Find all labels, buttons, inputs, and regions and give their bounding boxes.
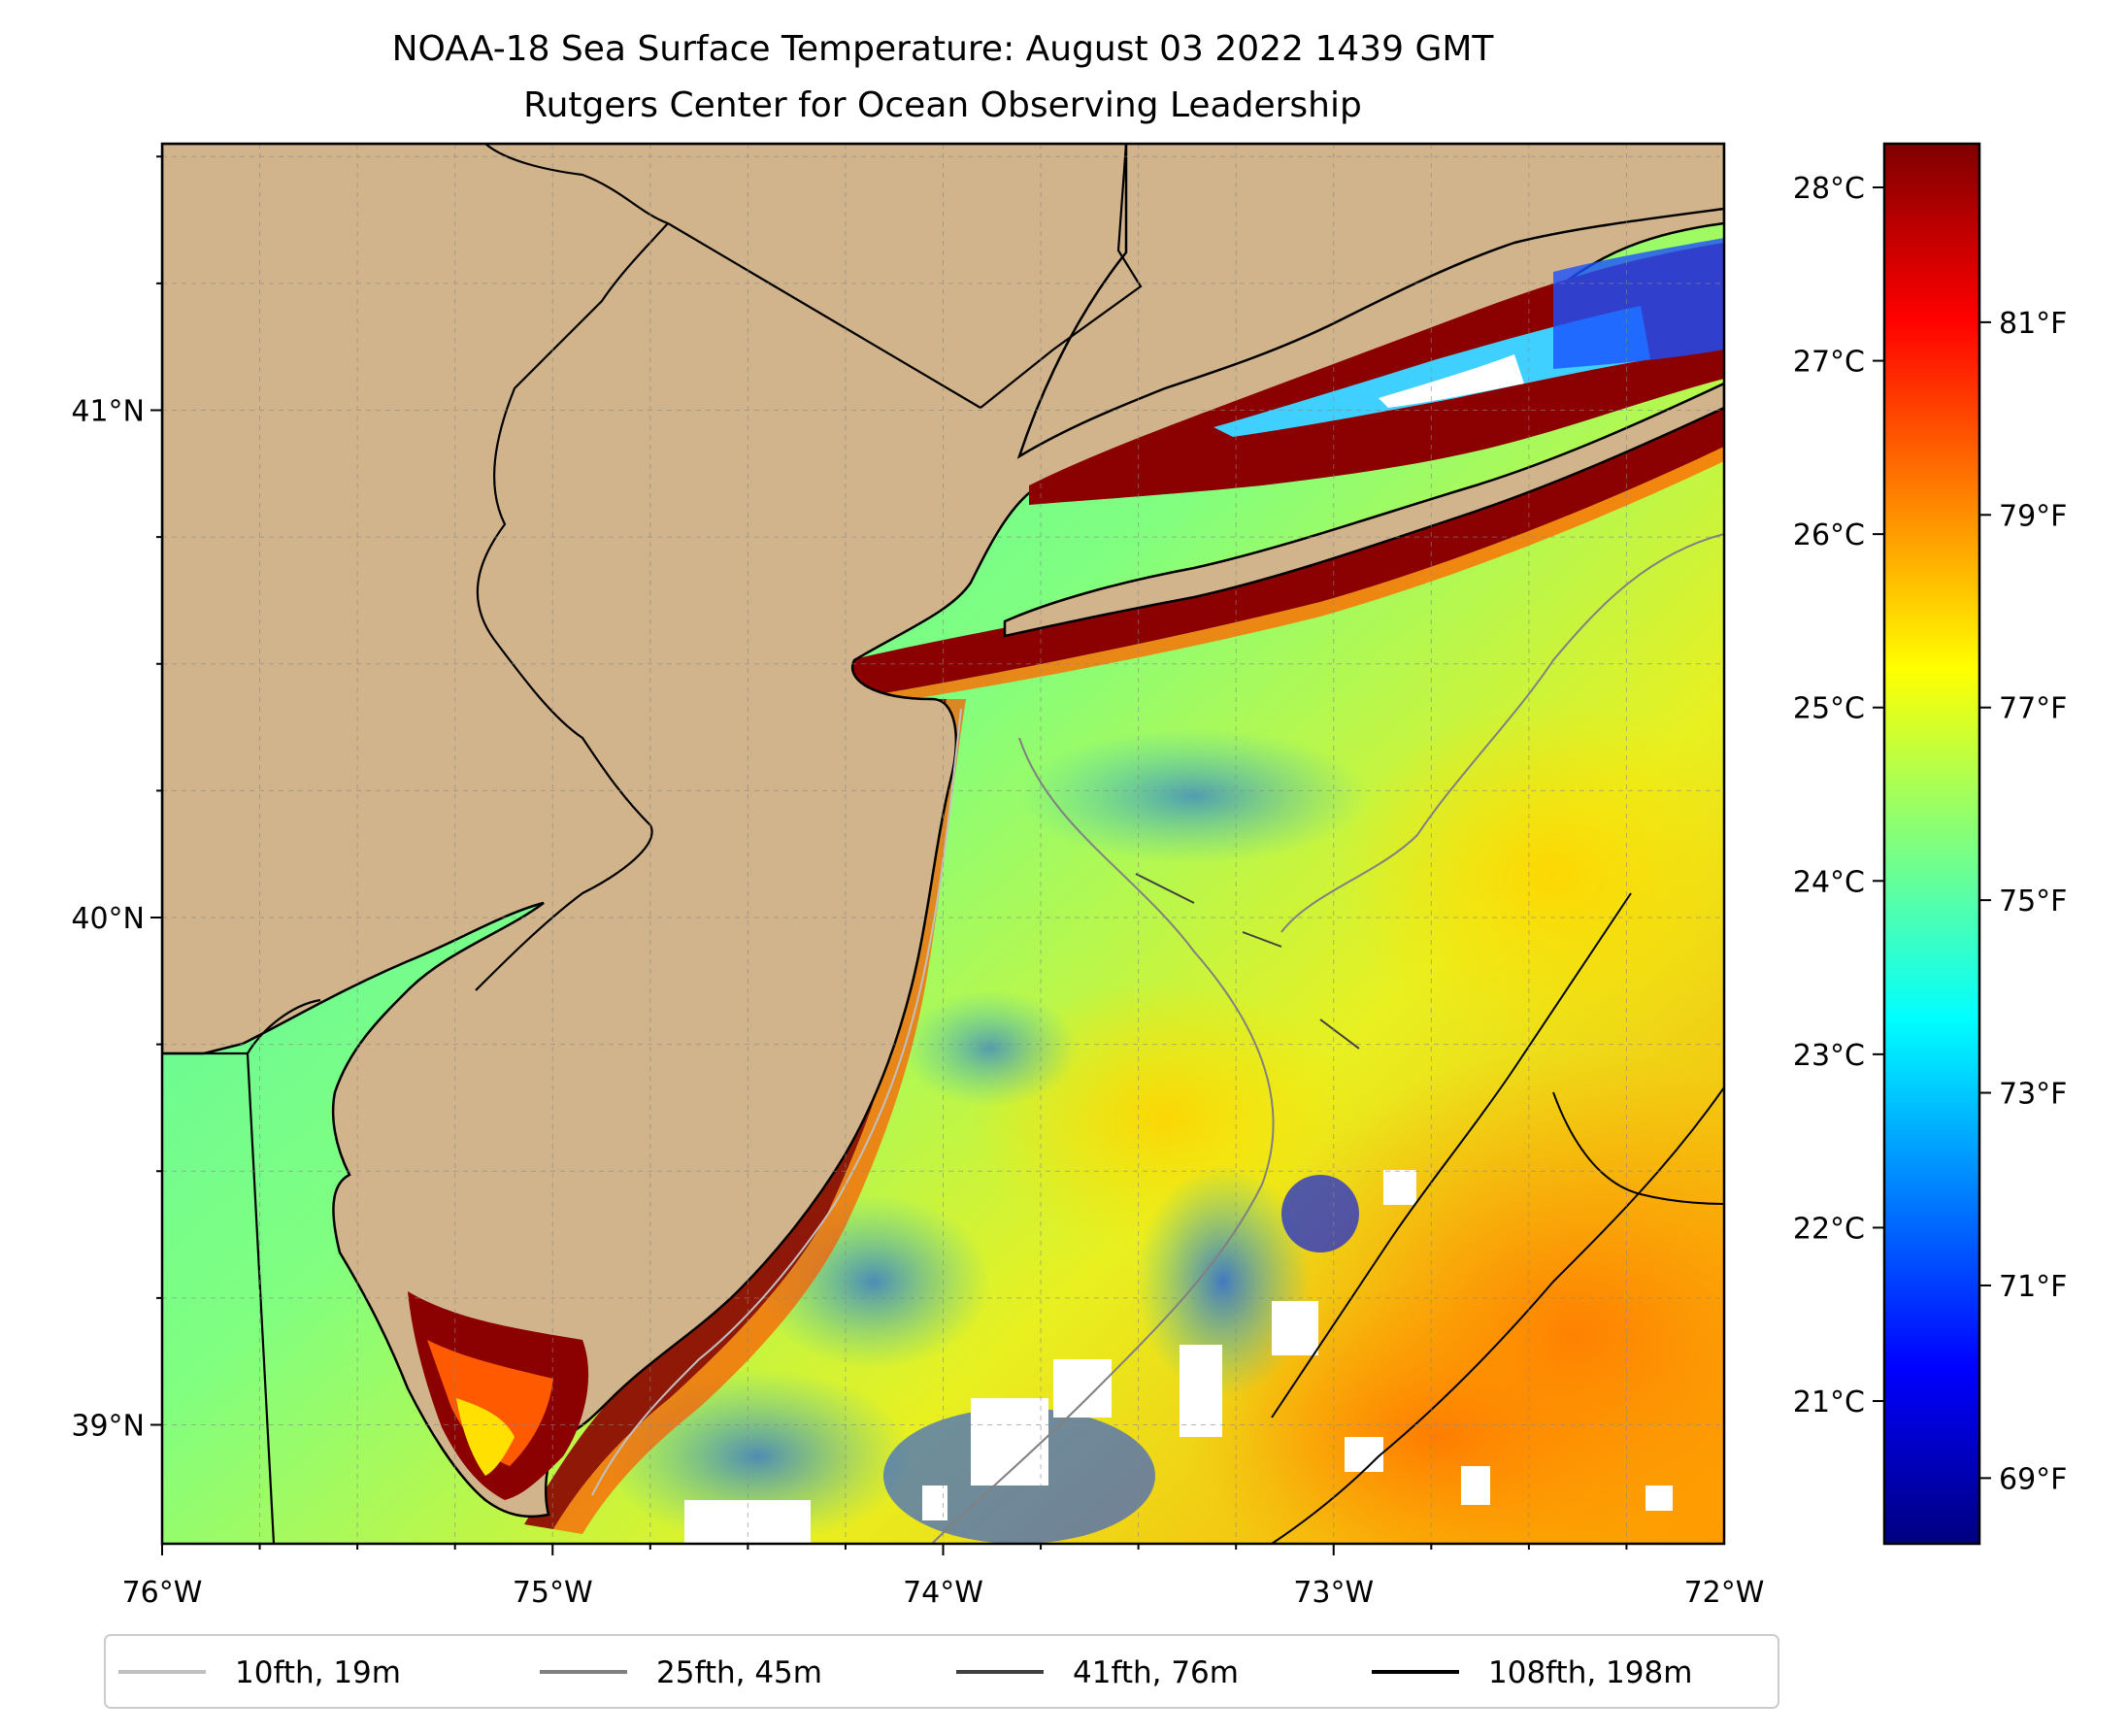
legend-items: 10fth, 19m 25fth, 45m 41fth, 76m 108fth, 19… <box>118 1655 1692 1690</box>
delaware-bay-warm-2 <box>427 1340 553 1466</box>
legend-label: 108fth, 198m <box>1488 1655 1692 1690</box>
celsius-tick-label: 21°C <box>1793 1385 1865 1419</box>
contour-25fth <box>931 737 1275 1544</box>
long-island-sound-cool <box>1213 306 1650 437</box>
eastern-sound-cool <box>1553 238 1724 369</box>
long-island-sound <box>1029 243 1724 505</box>
cool-region-2 <box>903 990 1078 1107</box>
colorbar-celsius-axis: 28°C 27°C 26°C 25°C 24°C 23°C 22°C 21°C <box>1793 172 1884 1419</box>
land-long-island <box>1003 382 1724 638</box>
celsius-tick-label: 22°C <box>1793 1212 1865 1246</box>
cool-region <box>1019 728 1369 864</box>
fahrenheit-tick-label: 69°F <box>1999 1462 2067 1496</box>
x-tick-label: 73°W <box>1293 1576 1374 1610</box>
nj-coast-orange-fringe <box>553 699 966 1534</box>
x-axis: 76°W 75°W 74°W 73°W 72°W <box>122 1544 1765 1610</box>
x-tick-label: 72°W <box>1684 1576 1765 1610</box>
y-tick-label: 41°N <box>71 395 145 429</box>
legend: 10fth, 19m 25fth, 45m 41fth, 76m 108fth, 19… <box>104 1634 1779 1709</box>
state-boundaries <box>162 144 1143 1544</box>
fahrenheit-tick-label: 79°F <box>1999 499 2067 533</box>
colorbar-fahrenheit-axis: 81°F 79°F 77°F 75°F 73°F 71°F 69°F <box>1979 307 2067 1496</box>
fahrenheit-tick-label: 81°F <box>1999 307 2067 341</box>
bathymetry-contours <box>591 533 1724 1544</box>
y-tick-label: 39°N <box>71 1410 145 1444</box>
cool-region-3 <box>1136 1165 1311 1398</box>
celsius-tick-label: 25°C <box>1793 692 1865 726</box>
contour-108fth <box>1271 1086 1724 1544</box>
li-south-warm-band <box>849 403 1724 699</box>
contour-10fth <box>591 708 962 1496</box>
contour-108fth-b <box>1271 892 1632 1419</box>
celsius-tick-label: 27°C <box>1793 346 1865 380</box>
title-line-1: NOAA-18 Sea Surface Temperature: August … <box>392 29 1495 69</box>
fahrenheit-tick-label: 73°F <box>1999 1078 2067 1112</box>
title-line-2: Rutgers Center for Ocean Observing Leade… <box>523 85 1362 125</box>
legend-label: 25fth, 45m <box>656 1655 822 1690</box>
fahrenheit-tick-label: 77°F <box>1999 692 2067 726</box>
fahrenheit-tick-label: 75°F <box>1999 885 2067 918</box>
y-tick-label: 40°N <box>71 902 145 936</box>
colorbar-body <box>1882 142 1981 1546</box>
map-panel <box>162 144 1724 1544</box>
celsius-tick-label: 24°C <box>1793 865 1865 899</box>
celsius-tick-label: 26°C <box>1793 518 1865 552</box>
cool-region-4 <box>1281 1175 1359 1252</box>
contour-108fth-c <box>1552 1091 1724 1205</box>
colorbar: 28°C 27°C 26°C 25°C 24°C 23°C 22°C 21°C 81°F 79°… <box>1793 142 2067 1546</box>
long-island-sound-cloud <box>1379 354 1524 408</box>
contour-25fth-b <box>1280 533 1724 933</box>
celsius-tick-label: 23°C <box>1793 1039 1865 1073</box>
legend-box <box>104 1634 1779 1709</box>
y-axis: 41°N 40°N 39°N <box>71 155 162 1444</box>
gridlines <box>162 144 1724 1544</box>
celsius-tick-label: 28°C <box>1793 172 1865 206</box>
land-connecticut-coast <box>1016 144 1724 459</box>
legend-label: 41fth, 76m <box>1073 1655 1239 1690</box>
x-tick-label: 75°W <box>513 1576 593 1610</box>
fahrenheit-tick-label: 71°F <box>1999 1270 2067 1304</box>
x-tick-label: 74°W <box>903 1576 983 1610</box>
x-tick-label: 76°W <box>122 1576 203 1610</box>
yellow-region-2 <box>1340 699 1724 1049</box>
delaware-bay-warm-3 <box>456 1398 515 1476</box>
legend-label: 10fth, 19m <box>235 1655 401 1690</box>
contour-41fth <box>1135 873 1360 1050</box>
